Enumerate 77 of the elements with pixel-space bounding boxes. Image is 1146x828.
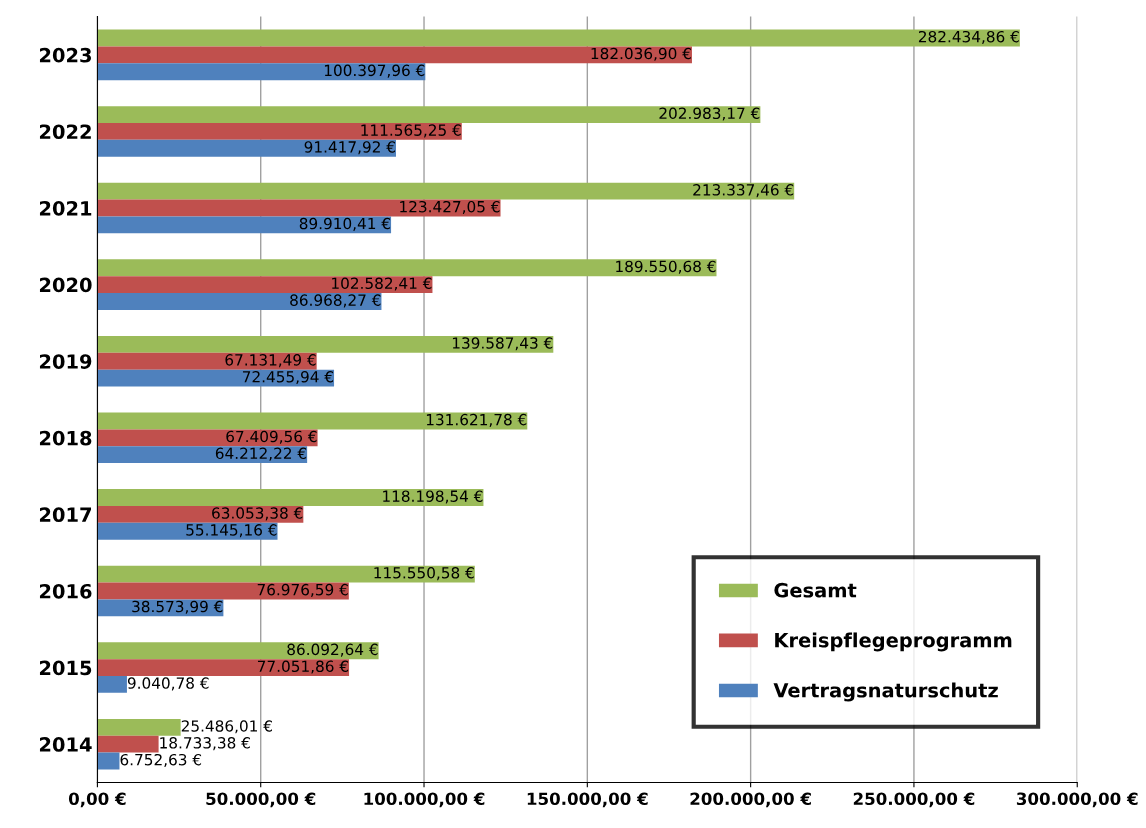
data-label: 91.417,92 € bbox=[304, 141, 395, 155]
data-label: 67.409,56 € bbox=[226, 430, 317, 444]
data-label: 139.587,43 € bbox=[452, 337, 553, 351]
y-tick-label: 2021 bbox=[39, 200, 92, 216]
data-label: 6.752,63 € bbox=[120, 753, 202, 768]
y-tick-label: 2014 bbox=[39, 737, 92, 752]
y-tick-label: 2022 bbox=[39, 124, 91, 140]
data-label: 111.565,25 € bbox=[361, 124, 461, 138]
bar bbox=[97, 29, 1020, 47]
data-label: 202.983,17 € bbox=[659, 107, 760, 121]
data-label: 25.486,01 € bbox=[181, 720, 272, 734]
data-label: 131.621,78 € bbox=[426, 413, 527, 427]
x-tick-label: 100.000,00 € bbox=[364, 792, 485, 808]
bar bbox=[97, 139, 396, 157]
bar bbox=[97, 412, 528, 430]
x-tick-label: 150.000,00 € bbox=[527, 792, 648, 808]
bar bbox=[97, 199, 501, 217]
y-tick-label: 2020 bbox=[39, 277, 92, 293]
bar bbox=[97, 735, 159, 753]
bar bbox=[97, 752, 120, 770]
bar bbox=[97, 505, 304, 523]
x-tick-label: 300.000,00 € bbox=[1016, 792, 1138, 808]
data-label: 282.434,86 € bbox=[918, 30, 1019, 44]
bar bbox=[97, 446, 308, 464]
y-tick-label: 2017 bbox=[39, 507, 91, 523]
x-tick-label: 0,00 € bbox=[68, 792, 126, 808]
bar bbox=[97, 718, 181, 736]
legend-label: Gesamt bbox=[774, 582, 857, 598]
data-label: 63.053,38 € bbox=[212, 507, 303, 521]
bar bbox=[97, 216, 392, 234]
x-tick-label: 200.000,00 € bbox=[690, 792, 811, 808]
bar bbox=[97, 676, 127, 693]
x-tick-label: 250.000,00 € bbox=[853, 792, 975, 808]
data-label: 9.040,78 € bbox=[127, 677, 209, 691]
data-label: 86.968,27 € bbox=[290, 294, 381, 308]
bar bbox=[97, 106, 761, 124]
data-label: 76.976,59 € bbox=[257, 583, 348, 597]
y-tick-label: 2023 bbox=[39, 47, 91, 63]
bar bbox=[97, 659, 350, 676]
bar bbox=[97, 123, 462, 140]
data-label: 100.397,96 € bbox=[324, 64, 425, 78]
y-tick-label: 2019 bbox=[39, 354, 92, 369]
data-label: 213.337,46 € bbox=[693, 184, 794, 198]
legend-label: Kreispflegeprogramm bbox=[775, 632, 1012, 652]
data-label: 182.036,90 € bbox=[591, 47, 691, 61]
data-label: 89.910,41 € bbox=[299, 217, 391, 231]
bar bbox=[97, 46, 692, 64]
bar bbox=[97, 642, 379, 660]
bar bbox=[97, 63, 426, 81]
bar bbox=[97, 352, 317, 370]
data-label: 189.550,68 € bbox=[616, 260, 716, 274]
bar bbox=[97, 565, 475, 583]
data-label: 118.198,54 € bbox=[383, 490, 483, 504]
y-tick-label: 2015 bbox=[39, 660, 92, 676]
data-label: 38.573,99 € bbox=[132, 600, 223, 614]
bar bbox=[97, 293, 382, 310]
data-label: 115.550,58 € bbox=[374, 567, 474, 581]
y-tick-label: 2016 bbox=[39, 583, 92, 599]
data-label: 72.455,94 € bbox=[242, 370, 334, 385]
bar bbox=[97, 276, 433, 294]
data-label: 18.733,38 € bbox=[160, 737, 250, 751]
bar bbox=[97, 429, 318, 447]
bar bbox=[97, 335, 554, 353]
data-label: 102.582,41 € bbox=[332, 277, 432, 291]
bar bbox=[97, 182, 795, 200]
data-label: 86.092,64 € bbox=[287, 643, 378, 657]
data-label: 55.145,16 € bbox=[186, 524, 277, 538]
data-label: 123.427,05 € bbox=[400, 200, 500, 215]
legend-label: Vertragsnaturschutz bbox=[773, 682, 998, 702]
data-label: 67.131,49 € bbox=[225, 354, 316, 368]
bar bbox=[97, 522, 278, 540]
bar bbox=[97, 259, 717, 277]
bar bbox=[97, 489, 484, 506]
data-label: 77.051,86 € bbox=[257, 660, 349, 674]
x-tick-label: 50.000,00 € bbox=[206, 792, 316, 808]
y-tick-label: 2018 bbox=[39, 430, 92, 446]
data-label: 64.212,22 € bbox=[215, 447, 307, 461]
